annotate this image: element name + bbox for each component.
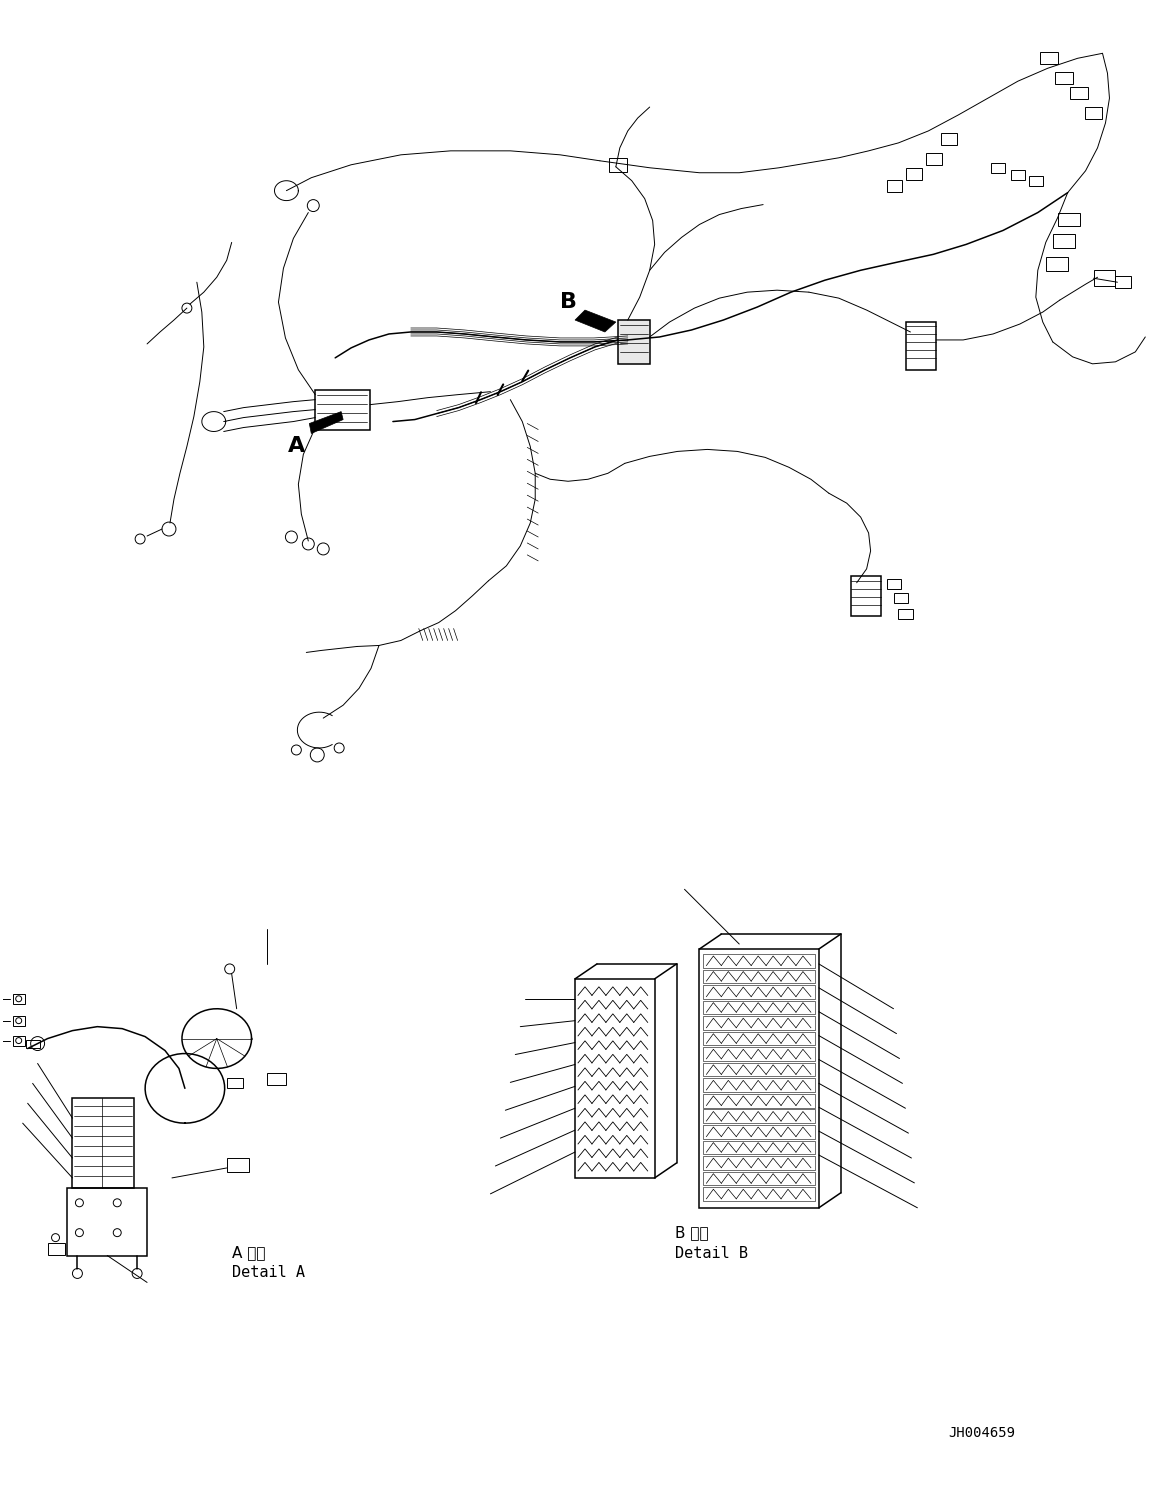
Bar: [704, 954, 815, 967]
Bar: [1093, 271, 1115, 286]
Bar: [704, 1000, 815, 1015]
Bar: [704, 1156, 815, 1170]
Bar: [1115, 277, 1132, 289]
Bar: [850, 576, 880, 616]
Bar: [13, 1016, 24, 1025]
Bar: [704, 1171, 815, 1186]
Polygon shape: [309, 412, 343, 433]
Bar: [72, 1098, 134, 1187]
Bar: [704, 985, 815, 998]
Text: A 詳細: A 詳細: [231, 1245, 265, 1260]
Text: A: A: [287, 436, 305, 457]
Bar: [1055, 73, 1072, 85]
Bar: [906, 168, 922, 180]
Bar: [1053, 235, 1075, 248]
Bar: [704, 1048, 815, 1061]
Bar: [893, 592, 908, 603]
Bar: [227, 1158, 249, 1173]
Bar: [1085, 107, 1103, 119]
Bar: [927, 153, 942, 165]
Bar: [899, 609, 913, 619]
Bar: [906, 321, 936, 371]
Bar: [704, 1110, 815, 1123]
Polygon shape: [575, 310, 616, 332]
Bar: [315, 390, 370, 430]
Bar: [704, 1141, 815, 1155]
Bar: [704, 1031, 815, 1045]
Text: Detail B: Detail B: [675, 1245, 748, 1260]
Bar: [704, 1125, 815, 1138]
Bar: [941, 132, 957, 144]
Bar: [13, 994, 24, 1004]
Bar: [1070, 88, 1087, 100]
Bar: [704, 970, 815, 984]
Text: B: B: [559, 292, 577, 312]
Bar: [266, 1073, 286, 1085]
Bar: [886, 180, 902, 192]
Bar: [48, 1242, 65, 1254]
Text: JH004659: JH004659: [948, 1426, 1015, 1440]
Text: B 詳細: B 詳細: [675, 1226, 708, 1241]
Bar: [699, 949, 819, 1208]
Bar: [1046, 257, 1068, 271]
Bar: [575, 979, 655, 1178]
Bar: [67, 1187, 147, 1256]
Bar: [227, 1079, 243, 1088]
Bar: [618, 320, 650, 365]
Bar: [1029, 176, 1043, 186]
Bar: [1057, 213, 1079, 226]
Bar: [1011, 170, 1025, 180]
Bar: [886, 579, 901, 589]
Bar: [704, 1016, 815, 1030]
Bar: [13, 1036, 24, 1046]
Bar: [26, 1040, 40, 1048]
Bar: [1040, 52, 1057, 64]
Text: Detail A: Detail A: [231, 1265, 305, 1281]
Bar: [609, 158, 627, 171]
Bar: [991, 162, 1005, 173]
Bar: [704, 1187, 815, 1201]
Bar: [704, 1079, 815, 1092]
Bar: [704, 1094, 815, 1107]
Bar: [704, 1062, 815, 1076]
